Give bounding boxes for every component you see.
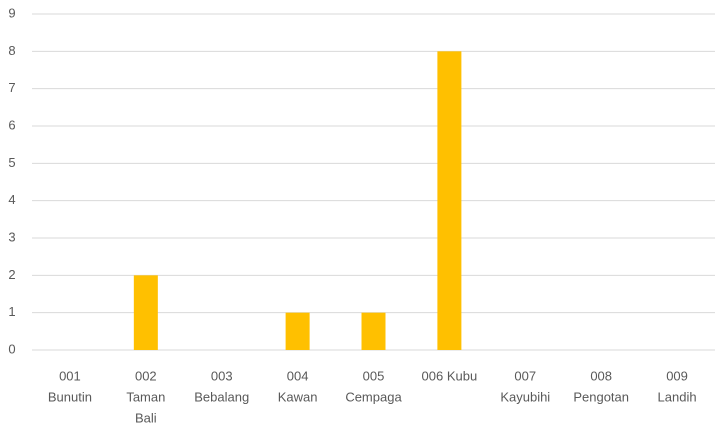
y-tick-label: 5 [8,155,15,170]
x-tick-label: Kayubihi [500,389,550,404]
y-tick-label: 1 [8,304,15,319]
x-tick-label: 008 [590,368,612,383]
x-tick-label: Landih [658,389,697,404]
y-tick-label: 6 [8,117,15,132]
y-tick-label: 9 [8,5,15,20]
x-tick-label: 006 Kubu [422,368,478,383]
bar [437,51,462,350]
x-tick-label: Pengotan [573,389,629,404]
x-tick-label: Taman [126,389,165,404]
x-tick-label: 009 [666,368,688,383]
x-tick-label: 004 [287,368,309,383]
x-tick-label: Bali [135,410,157,425]
bar [285,312,310,350]
bar [361,312,386,350]
y-tick-label: 4 [8,192,15,207]
x-tick-label: Bunutin [48,389,92,404]
bar [133,275,158,350]
x-tick-label: 002 [135,368,157,383]
y-tick-label: 8 [8,43,15,58]
x-tick-label: Bebalang [194,389,249,404]
x-tick-label: 003 [211,368,233,383]
x-tick-label: Cempaga [345,389,402,404]
x-tick-label: 005 [363,368,385,383]
y-tick-label: 3 [8,229,15,244]
x-tick-label: 001 [59,368,81,383]
y-tick-label: 2 [8,267,15,282]
x-tick-label: Kawan [278,389,318,404]
y-tick-label: 7 [8,80,15,95]
x-tick-label: 007 [514,368,536,383]
y-tick-label: 0 [8,341,15,356]
